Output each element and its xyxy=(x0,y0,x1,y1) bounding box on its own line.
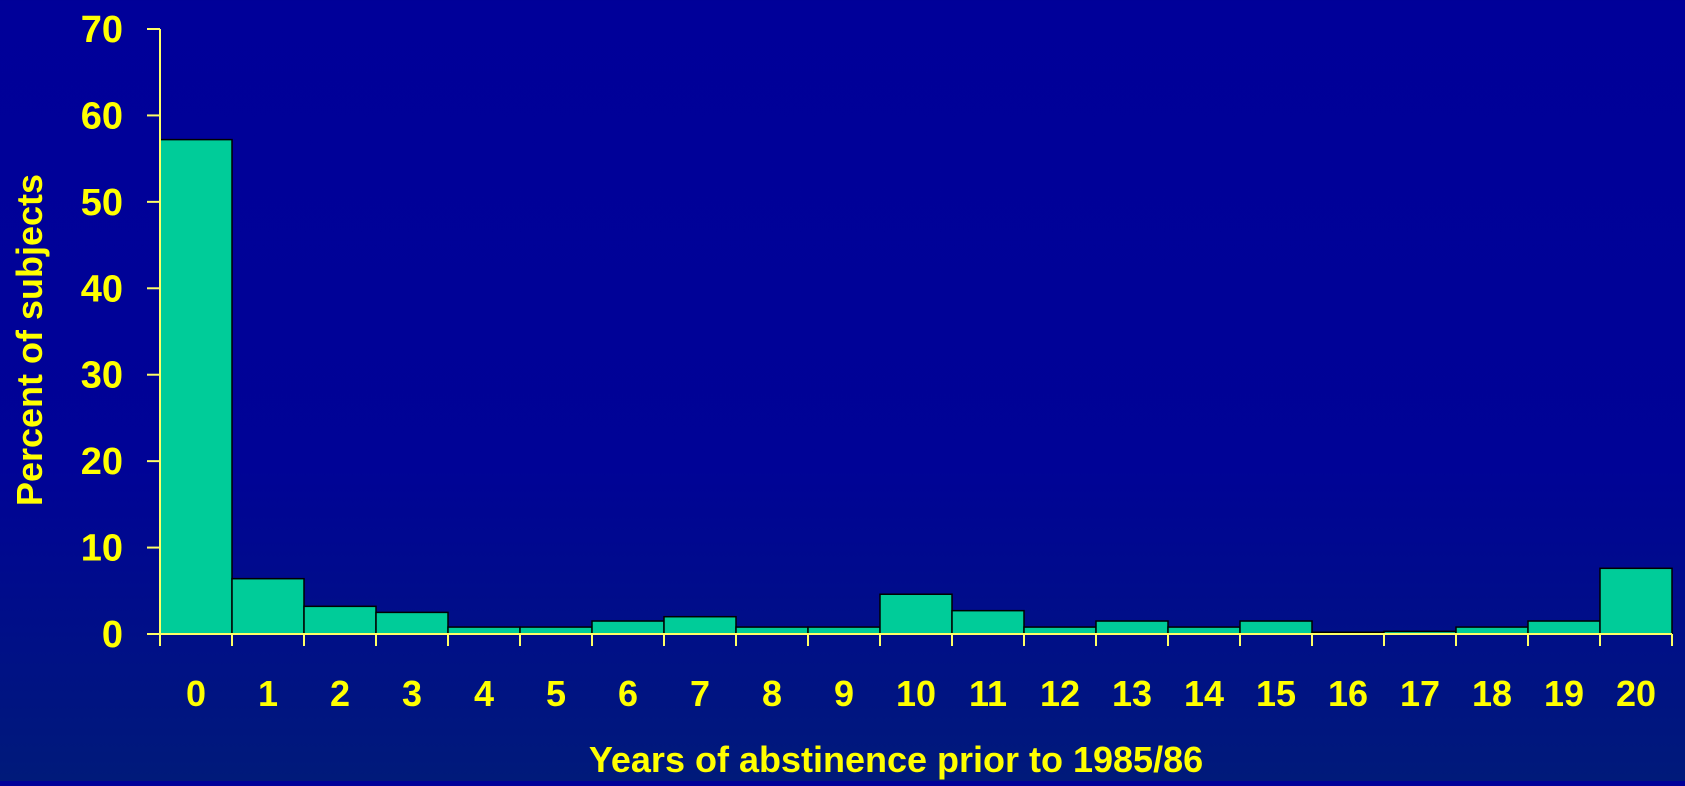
x-tick-label: 14 xyxy=(1184,673,1224,714)
x-tick-label: 7 xyxy=(690,673,710,714)
bar-7 xyxy=(663,615,737,635)
y-tick-label: 0 xyxy=(102,614,123,656)
bar-12 xyxy=(1023,626,1097,635)
bar-3 xyxy=(375,611,449,635)
x-tick-label: 4 xyxy=(474,673,494,714)
bar-14 xyxy=(1167,626,1241,635)
x-tick-label: 2 xyxy=(330,673,350,714)
bar-2 xyxy=(303,605,377,635)
x-tick-label: 19 xyxy=(1544,673,1584,714)
y-tick-label: 50 xyxy=(81,182,123,224)
bar-0 xyxy=(159,138,233,635)
bar-15 xyxy=(1239,620,1313,635)
x-tick-label: 3 xyxy=(402,673,422,714)
y-tick-label: 10 xyxy=(81,528,123,570)
x-tick-label: 9 xyxy=(834,673,854,714)
bar-8 xyxy=(735,626,809,635)
bar-20 xyxy=(1599,567,1673,635)
bar-1 xyxy=(231,577,305,635)
y-tick-label: 70 xyxy=(81,9,123,51)
x-tick-label: 17 xyxy=(1400,673,1440,714)
x-tick-label: 16 xyxy=(1328,673,1368,714)
x-tick-label: 12 xyxy=(1040,673,1080,714)
bar-13 xyxy=(1095,620,1169,635)
bar-6 xyxy=(591,620,665,635)
bar-9 xyxy=(807,626,881,635)
bar-5 xyxy=(519,626,593,635)
x-axis-title: Years of abstinence prior to 1985/86 xyxy=(589,739,1203,780)
x-tick-label: 1 xyxy=(258,673,278,714)
x-tick-label: 5 xyxy=(546,673,566,714)
x-tick-label: 18 xyxy=(1472,673,1512,714)
bar-19 xyxy=(1527,620,1601,635)
y-tick-label: 60 xyxy=(81,95,123,137)
x-tick-label: 8 xyxy=(762,673,782,714)
y-tick-label: 40 xyxy=(81,268,123,310)
bar-4 xyxy=(447,626,521,635)
bar-11 xyxy=(951,609,1025,635)
axes-layer xyxy=(147,28,1673,646)
labels-layer: Years of abstinence prior to 1985/86 Per… xyxy=(9,9,1656,780)
y-tick-label: 20 xyxy=(81,441,123,483)
x-tick-label: 13 xyxy=(1112,673,1152,714)
x-tick-label: 11 xyxy=(969,673,1007,714)
x-tick-label: 10 xyxy=(896,673,936,714)
x-tick-label: 15 xyxy=(1256,673,1296,714)
x-tick-label: 6 xyxy=(618,673,638,714)
bars-layer xyxy=(159,138,1673,635)
y-tick-label: 30 xyxy=(81,355,123,397)
x-tick-label: 0 xyxy=(186,673,206,714)
y-axis-title: Percent of subjects xyxy=(9,174,50,506)
bar-10 xyxy=(879,593,953,635)
x-tick-label: 20 xyxy=(1616,673,1656,714)
bar-18 xyxy=(1455,626,1529,635)
